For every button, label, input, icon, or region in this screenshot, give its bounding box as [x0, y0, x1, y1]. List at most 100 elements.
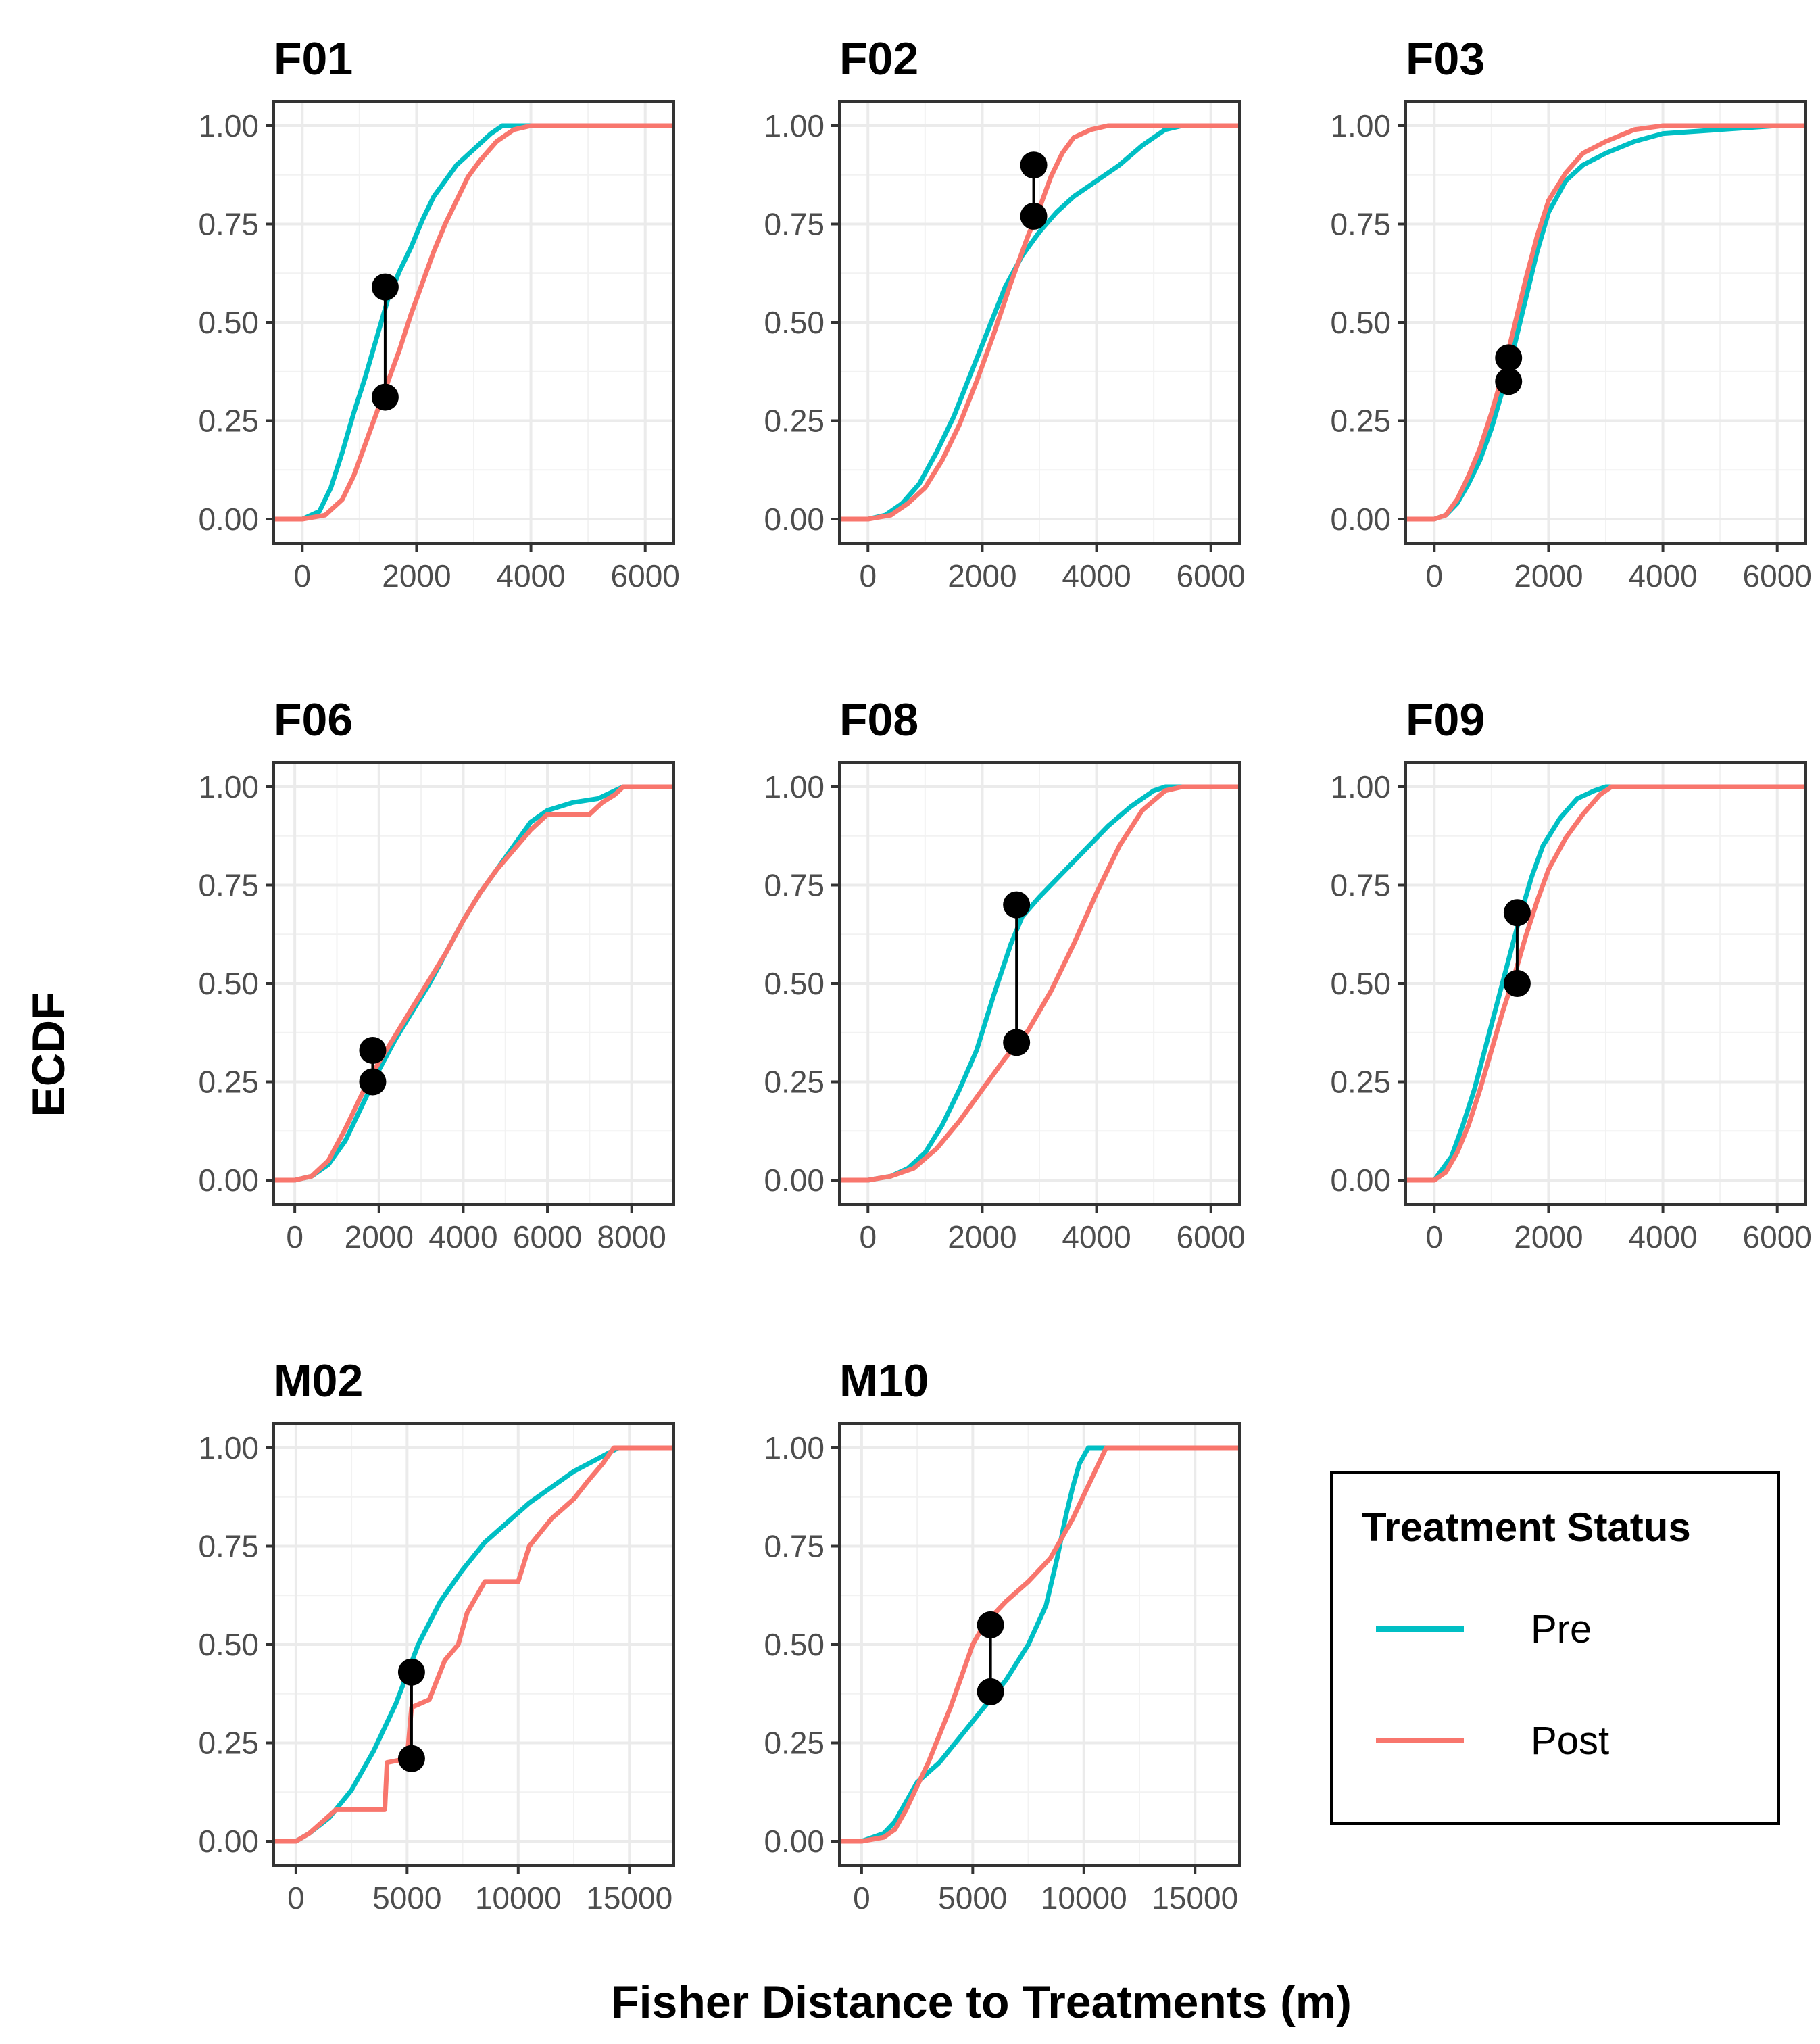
x-tick-label: 2000 [1514, 1219, 1583, 1255]
max-difference-point-post [397, 1745, 425, 1772]
panel-f03: 0.00 0.25 0.50 0.75 1.00 0 2000 4000 6000 F03 [1330, 33, 1811, 593]
x-tick-label: 2000 [948, 558, 1016, 593]
x-tick-label: 0 [293, 558, 311, 593]
max-difference-point-post [359, 1036, 387, 1064]
y-tick-label: 1.00 [1330, 108, 1391, 143]
legend-label-post: Post [1531, 1719, 1609, 1763]
panel-title: F09 [1406, 694, 1485, 746]
x-tick-label: 2000 [382, 558, 451, 593]
y-tick-label: 1.00 [764, 108, 825, 143]
panel-f01: 0.00 0.25 0.50 0.75 1.00 0 2000 4000 6000 F01 [198, 33, 679, 593]
y-tick-label: 0.50 [1330, 305, 1391, 340]
x-tick-label: 0 [859, 558, 877, 593]
x-tick-label: 0 [859, 1219, 877, 1255]
y-tick-label: 1.00 [1330, 769, 1391, 804]
y-tick-label: 0.25 [198, 404, 259, 439]
panels: 0.000.250.500.751.000 2000 4000 6000F010.00… [198, 33, 1811, 1916]
y-tick-label: 0.50 [764, 966, 825, 1001]
max-difference-point-pre [397, 1658, 425, 1686]
y-tick-label: 0.50 [198, 966, 259, 1001]
max-difference-point-post [371, 383, 399, 411]
x-tick-label: 8000 [597, 1219, 666, 1255]
x-tick-label: 15000 [1152, 1880, 1238, 1916]
y-tick-label: 0.25 [764, 1065, 825, 1100]
ecdf-line-post [274, 784, 674, 1183]
x-tick-label: 0 [1425, 1219, 1443, 1255]
y-tick-label: 0.50 [198, 305, 259, 340]
legend: Treatment Status Pre Post [1330, 1471, 1780, 1825]
y-tick-label: 0.75 [198, 207, 259, 242]
max-difference-point-pre [1003, 891, 1031, 919]
y-axis-title: ECDF [23, 992, 74, 1117]
legend-title: Treatment Status [1362, 1505, 1691, 1550]
max-difference-point-post [1503, 970, 1531, 997]
ecdf-line-pre [1406, 784, 1806, 1183]
max-difference-point-pre [359, 1068, 387, 1096]
x-tick-label: 6000 [1743, 1219, 1812, 1255]
max-difference-point-post [977, 1611, 1004, 1638]
ecdf-line-post [839, 784, 1239, 1183]
ecdf-line-post [1406, 123, 1806, 522]
x-tick-label: 4000 [496, 558, 565, 593]
y-tick-label: 0.00 [764, 502, 825, 537]
panel-f02: 0.00 0.25 0.50 0.75 1.00 0 2000 4000 6000 F02 [764, 33, 1245, 593]
ecdf-line-post [839, 1445, 1239, 1844]
y-tick-label: 0.50 [198, 1627, 259, 1662]
panel-title: M10 [839, 1355, 929, 1407]
x-tick-label: 10000 [475, 1880, 562, 1916]
y-tick-label: 0.25 [764, 404, 825, 439]
y-tick-label: 0.50 [764, 1627, 825, 1662]
y-tick-label: 0.25 [1330, 1065, 1391, 1100]
y-tick-label: 0.00 [198, 1163, 259, 1198]
ecdf-line-pre [274, 123, 674, 522]
y-tick-label: 1.00 [198, 1430, 259, 1465]
y-tick-label: 0.25 [198, 1726, 259, 1761]
y-tick-label: 0.00 [1330, 1163, 1391, 1198]
y-tick-label: 1.00 [198, 769, 259, 804]
y-tick-label: 0.00 [764, 1163, 825, 1198]
x-tick-label: 2000 [948, 1219, 1016, 1255]
panel-title: F01 [274, 33, 353, 84]
y-tick-label: 0.75 [198, 868, 259, 903]
y-tick-label: 0.00 [198, 1824, 259, 1859]
panel-title: F06 [274, 694, 353, 746]
x-tick-label: 5000 [938, 1880, 1007, 1916]
panel-m10: 0.00 0.25 0.50 0.75 1.00 0 5000 10000 15000 M10 [764, 1355, 1241, 1916]
panel-m02: 0.00 0.25 0.50 0.75 1.00 0 5000 10000 15000 M02 [198, 1355, 675, 1916]
x-tick-label: 0 [286, 1219, 303, 1255]
legend-box [1330, 1471, 1780, 1825]
max-difference-point-post [1495, 344, 1523, 372]
y-tick-label: 0.00 [1330, 502, 1391, 537]
panel-f09: 0.00 0.25 0.50 0.75 1.00 0 2000 4000 6000 F09 [1330, 694, 1811, 1255]
max-difference-point-pre [371, 273, 399, 301]
x-tick-label: 6000 [611, 558, 680, 593]
ecdf-line-post [274, 1445, 674, 1844]
y-tick-label: 0.25 [198, 1065, 259, 1100]
x-tick-label: 2000 [345, 1219, 414, 1255]
y-tick-label: 1.00 [764, 1430, 825, 1465]
x-tick-label: 0 [1425, 558, 1443, 593]
legend-label-pre: Pre [1531, 1607, 1592, 1651]
max-difference-point-pre [977, 1678, 1004, 1705]
panel-title: M02 [274, 1355, 363, 1407]
y-tick-label: 1.00 [764, 769, 825, 804]
max-difference-point-pre [1495, 368, 1523, 395]
ecdf-line-post [839, 123, 1239, 522]
x-tick-label: 6000 [1743, 558, 1812, 593]
x-tick-label: 0 [287, 1880, 305, 1916]
x-tick-label: 6000 [1177, 1219, 1246, 1255]
y-tick-label: 0.00 [198, 502, 259, 537]
panel-f06: 0.00 0.25 0.50 0.75 1.00 0 2000 4000 6000 8000 F06 [198, 694, 675, 1255]
y-tick-label: 0.50 [1330, 966, 1391, 1001]
x-tick-label: 0 [853, 1880, 870, 1916]
x-tick-label: 4000 [1062, 1219, 1131, 1255]
y-tick-label: 1.00 [198, 108, 259, 143]
max-difference-point-pre [1020, 202, 1048, 230]
x-tick-label: 6000 [513, 1219, 582, 1255]
y-tick-label: 0.00 [764, 1824, 825, 1859]
y-tick-label: 0.75 [1330, 207, 1391, 242]
x-tick-label: 4000 [1628, 558, 1697, 593]
panel-title: F02 [839, 33, 918, 84]
panel-title: F08 [839, 694, 918, 746]
